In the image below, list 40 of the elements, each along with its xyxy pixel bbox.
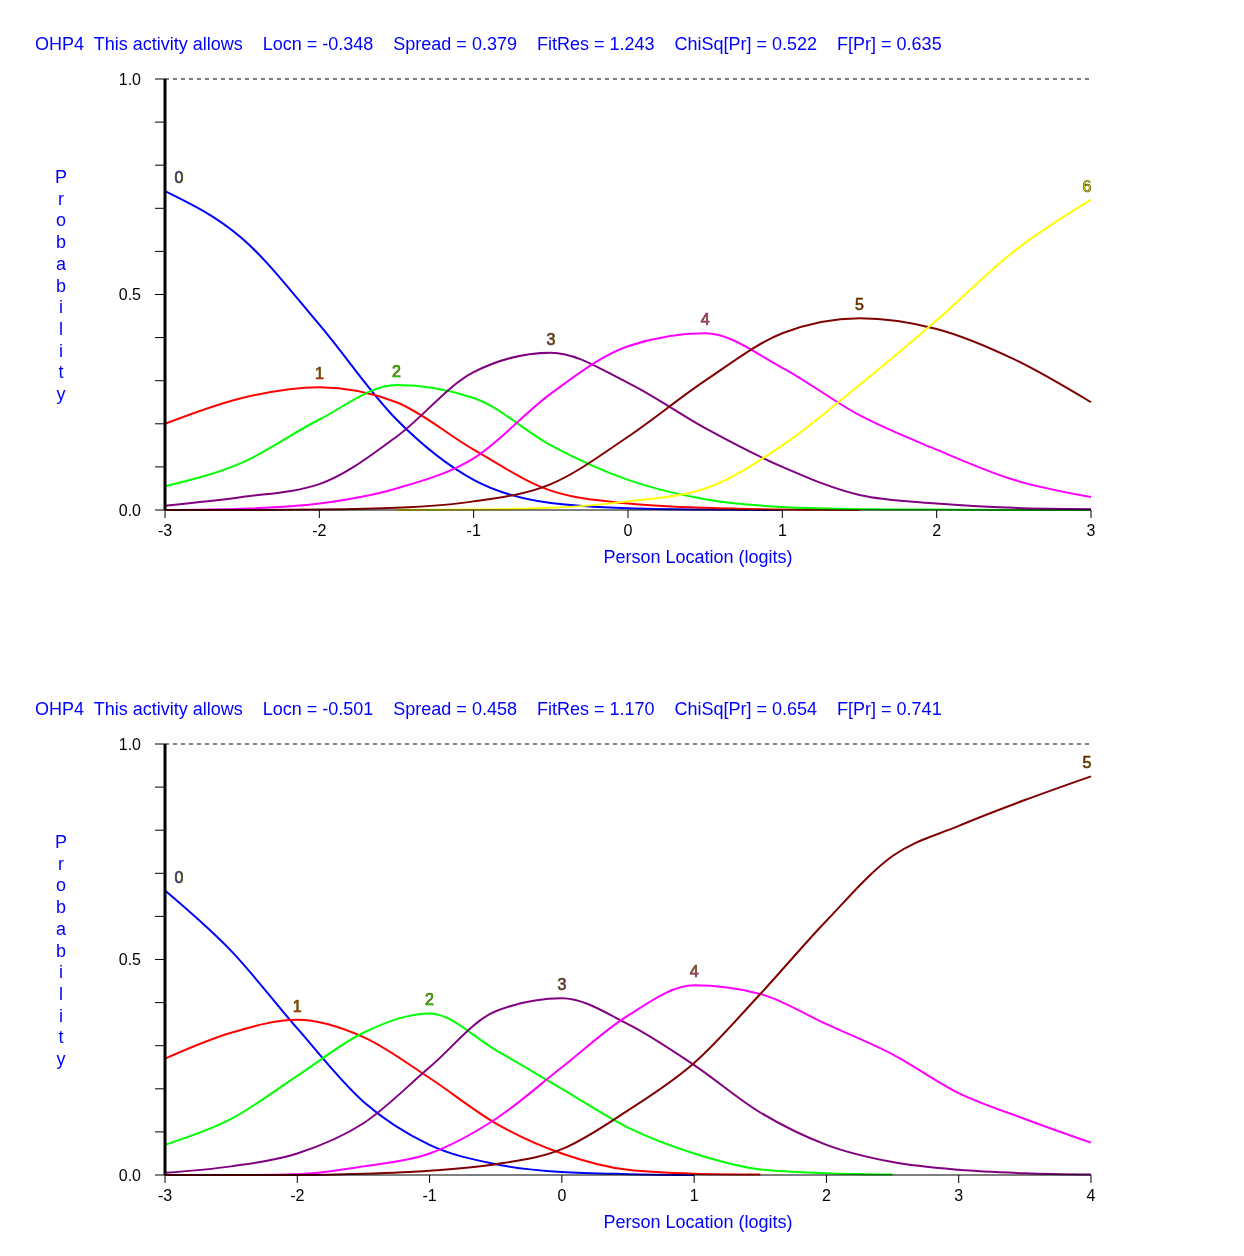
chart-title: OHP4 This activity allows Locn = -0.501 Spread = 0.458 FitRes = 1.170 ChiSq[Pr] = 0.654 F[Pr] = 0.741: [35, 699, 942, 719]
y-tick-label: 0.5: [118, 286, 142, 304]
series-label: 3: [546, 330, 556, 348]
x-tick-label: -3: [157, 1187, 173, 1204]
x-tick-label: -1: [466, 522, 481, 539]
y-tick-label: 0.0: [118, 501, 142, 519]
x-tick-label: 1: [777, 522, 787, 539]
x-axis-title: Person Location (logits): [603, 547, 793, 567]
series-label: 3: [557, 976, 567, 994]
chart-title: OHP4 This activity allows Locn = -0.348 Spread = 0.379 FitRes = 1.243 ChiSq[Pr] = 0.522 F[Pr] = 0.635: [35, 34, 942, 54]
text: Probability: [54, 832, 68, 1069]
series-label: 2: [392, 363, 402, 381]
series-label: 6: [1082, 177, 1092, 195]
x-tick-label: 0: [623, 522, 633, 539]
series-label: 2: [425, 991, 435, 1009]
x-tick-label: 4: [1086, 1187, 1096, 1204]
series-label: 1: [314, 365, 324, 383]
x-tick-label: 2: [821, 1187, 831, 1204]
x-tick-label: 2: [932, 522, 942, 539]
x-tick-label: -2: [312, 522, 327, 539]
series-label: 4: [689, 963, 699, 981]
x-tick-label: 0: [557, 1187, 567, 1204]
series-label: 4: [700, 311, 710, 329]
x-tick-label: 1: [689, 1187, 699, 1204]
x-tick-label: -3: [157, 522, 173, 539]
x-tick-label: -1: [422, 1187, 437, 1204]
series-label: 0: [174, 868, 184, 886]
x-axis-title: Person Location (logits): [603, 1212, 793, 1232]
series-label: 5: [1082, 754, 1092, 772]
x-tick-label: 3: [954, 1187, 964, 1204]
x-tick-label: -2: [290, 1187, 305, 1204]
series-label: 1: [292, 997, 302, 1015]
x-tick-label: 3: [1086, 522, 1096, 539]
y-tick-label: 0.0: [118, 1166, 142, 1184]
y-tick-label: 1.0: [118, 70, 142, 88]
series-label: 0: [174, 169, 184, 187]
text: Probability: [54, 167, 68, 404]
y-tick-label: 1.0: [118, 735, 142, 753]
series-label: 5: [855, 296, 865, 314]
y-tick-label: 0.5: [118, 951, 142, 969]
